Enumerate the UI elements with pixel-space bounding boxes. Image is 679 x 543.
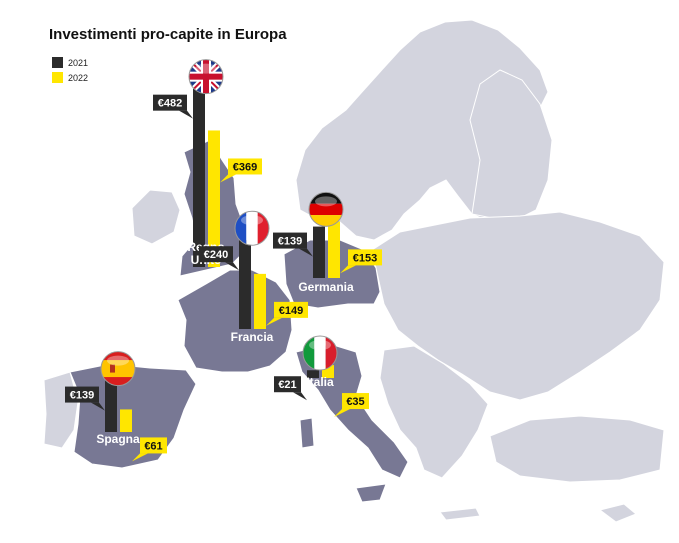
germany-flag-icon: [308, 191, 344, 227]
value-label-2021-germania-tail: [299, 248, 313, 257]
value-label-2021-francia-tail: [225, 262, 239, 271]
bar-2021-italia: [307, 370, 319, 378]
bar-2021-germania: [313, 226, 325, 278]
cyprus-shape: [598, 503, 637, 523]
value-label-2021-francia-text: €240: [204, 249, 228, 261]
country-label-francia: Francia: [231, 330, 274, 344]
value-label-2022-regno-unito-text: €369: [233, 161, 257, 173]
value-label-2022-germania-text: €153: [353, 252, 377, 264]
value-label-2022-francia-box: [274, 301, 308, 318]
bar-2021-francia: [239, 240, 251, 329]
value-label-2022-germania: €153: [340, 249, 382, 274]
value-label-2022-italia-text: €35: [346, 396, 364, 408]
legend-swatch-2022: [52, 72, 63, 83]
value-label-2022-spagna: €61: [132, 437, 167, 462]
value-label-2021-italia: €21: [274, 376, 307, 401]
value-label-2022-spagna-text: €61: [144, 440, 162, 452]
legend-label-2021: 2021: [68, 57, 89, 68]
value-label-2022-regno-unito-tail: [220, 174, 236, 183]
country-label-germania: Germania: [298, 280, 354, 294]
value-label-2022-italia-tail: [334, 409, 350, 418]
bar-2022-spagna: [120, 409, 132, 432]
bar-2022-francia: [254, 273, 266, 329]
map-land: [43, 19, 665, 523]
spain-flag-icon: [100, 351, 136, 387]
spain-shape: [69, 363, 197, 469]
value-label-2021-spagna: €139: [65, 386, 105, 411]
sicily-shape: [355, 483, 387, 503]
sardinia-shape: [299, 417, 315, 449]
value-label-2022-spagna-box: [140, 437, 167, 454]
value-label-2021-regno-unito: €482: [153, 94, 193, 119]
value-label-2022-francia: €149: [266, 301, 308, 326]
legend-swatch-2021: [52, 57, 63, 68]
bar-2022-regno-unito: [208, 130, 220, 267]
value-label-2021-spagna-text: €139: [70, 390, 94, 402]
value-label-2021-italia-text: €21: [278, 379, 296, 391]
value-label-2021-germania: €139: [273, 232, 313, 257]
value-label-2021-regno-unito-box: [153, 94, 187, 111]
portugal-shape: [43, 371, 79, 449]
value-label-2022-italia: €35: [334, 393, 369, 418]
bar-2022-germania: [328, 221, 340, 278]
france-flag-icon: [234, 210, 270, 246]
finland-shape: [469, 69, 553, 223]
legend: 2021 2022: [52, 55, 88, 85]
chart-title: Investimenti pro-capite in Europa: [49, 26, 287, 43]
value-label-2021-regno-unito-text: €482: [158, 98, 182, 110]
legend-label-2022: 2022: [68, 72, 89, 83]
value-label-2022-francia-text: €149: [279, 305, 303, 317]
country-label-spagna: Spagna: [96, 432, 140, 446]
value-label-2021-germania-text: €139: [278, 236, 302, 248]
ireland-shape: [131, 189, 181, 245]
legend-item-2021: 2021: [52, 55, 88, 70]
value-label-2022-germania-box: [348, 249, 382, 266]
country-label-italia: Italia: [306, 375, 334, 389]
value-label-2021-germania-box: [273, 232, 307, 249]
bar-2021-spagna: [105, 380, 117, 432]
uk-flag-icon: [188, 59, 224, 95]
turkey-shape: [489, 415, 665, 483]
value-label-2022-spagna-tail: [132, 453, 148, 462]
value-label-2022-francia-tail: [266, 317, 282, 326]
value-label-2022-regno-unito-box: [228, 158, 262, 175]
bar-2021-regno-unito: [193, 88, 205, 267]
value-label-2021-spagna-box: [65, 386, 99, 403]
bars-layer: €482€369RegnoUnito€139€153Germania€240€1…: [65, 59, 382, 462]
crete-shape: [439, 507, 481, 521]
value-label-2021-francia-box: [199, 246, 233, 263]
value-label-2022-regno-unito: €369: [220, 158, 262, 183]
value-label-2022-germania-tail: [340, 265, 356, 274]
value-label-2021-italia-tail: [293, 392, 307, 401]
value-label-2021-spagna-tail: [91, 402, 105, 411]
italy-flag-icon: [302, 335, 338, 371]
value-label-2021-regno-unito-tail: [179, 110, 193, 119]
legend-item-2022: 2022: [52, 70, 88, 85]
eastern-europe-shape: [371, 211, 665, 401]
value-label-2021-italia-box: [274, 376, 301, 393]
value-label-2022-italia-box: [342, 393, 369, 410]
value-label-2021-francia: €240: [199, 246, 239, 271]
balkans-shape: [379, 345, 489, 479]
